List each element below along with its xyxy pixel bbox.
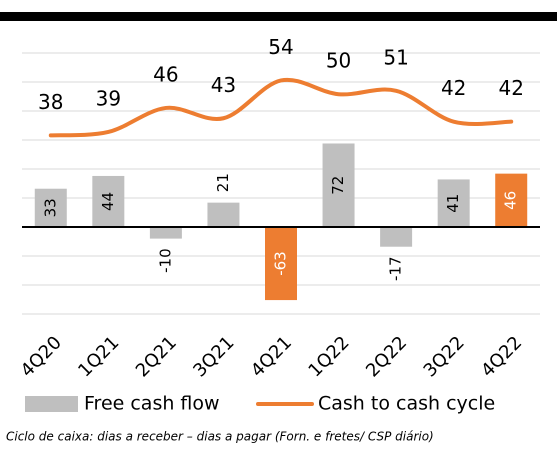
legend-swatch: [25, 396, 78, 412]
x-tick-label: 1Q22: [304, 332, 353, 381]
x-tick-label: 3Q22: [420, 332, 469, 381]
line-value-label: 39: [96, 86, 121, 110]
bar: [34, 188, 67, 227]
line-value-label: 51: [383, 45, 408, 69]
bar-value-label: 41: [444, 194, 462, 213]
line-value-label: 43: [211, 73, 236, 97]
bar: [322, 143, 355, 227]
line-value-label: 54: [268, 35, 293, 59]
bar: [380, 227, 413, 247]
bar-value-label: 21: [214, 173, 232, 192]
line-value-label: 46: [153, 62, 178, 86]
bar: [149, 227, 182, 239]
bar-value-label: -17: [387, 256, 405, 281]
bar-value-label: 44: [99, 192, 117, 211]
legend-label: Free cash flow: [84, 393, 220, 415]
x-tick-label: 2Q21: [132, 332, 181, 381]
footnote: Ciclo de caixa: dias a receber – dias a …: [6, 430, 434, 444]
legend-label: Cash to cash cycle: [318, 393, 495, 415]
line-value-label: 50: [326, 49, 351, 73]
bar-value-label: 72: [329, 176, 347, 195]
bar: [92, 175, 125, 227]
x-tick-label: 3Q21: [189, 332, 238, 381]
line-value-label: 42: [441, 76, 466, 100]
x-tick-label: 2Q22: [362, 332, 411, 381]
line-value-label: 42: [498, 76, 523, 100]
bar: [207, 202, 240, 227]
line: [48, 77, 514, 138]
x-tick-label: 4Q20: [17, 332, 66, 381]
bar-value-label: 33: [41, 198, 59, 217]
bar-value-label: 46: [502, 191, 520, 210]
bar-value-label: -63: [272, 251, 290, 276]
x-tick-label: 1Q21: [74, 332, 123, 381]
x-tick-label: 4Q22: [477, 332, 526, 381]
bar: [265, 227, 297, 301]
line-value-label: 38: [38, 90, 63, 114]
x-tick-label: 4Q21: [247, 332, 296, 381]
bar: [437, 179, 470, 227]
bar: [495, 173, 528, 227]
bar-value-label: -10: [156, 248, 174, 273]
header-band: [0, 12, 557, 21]
